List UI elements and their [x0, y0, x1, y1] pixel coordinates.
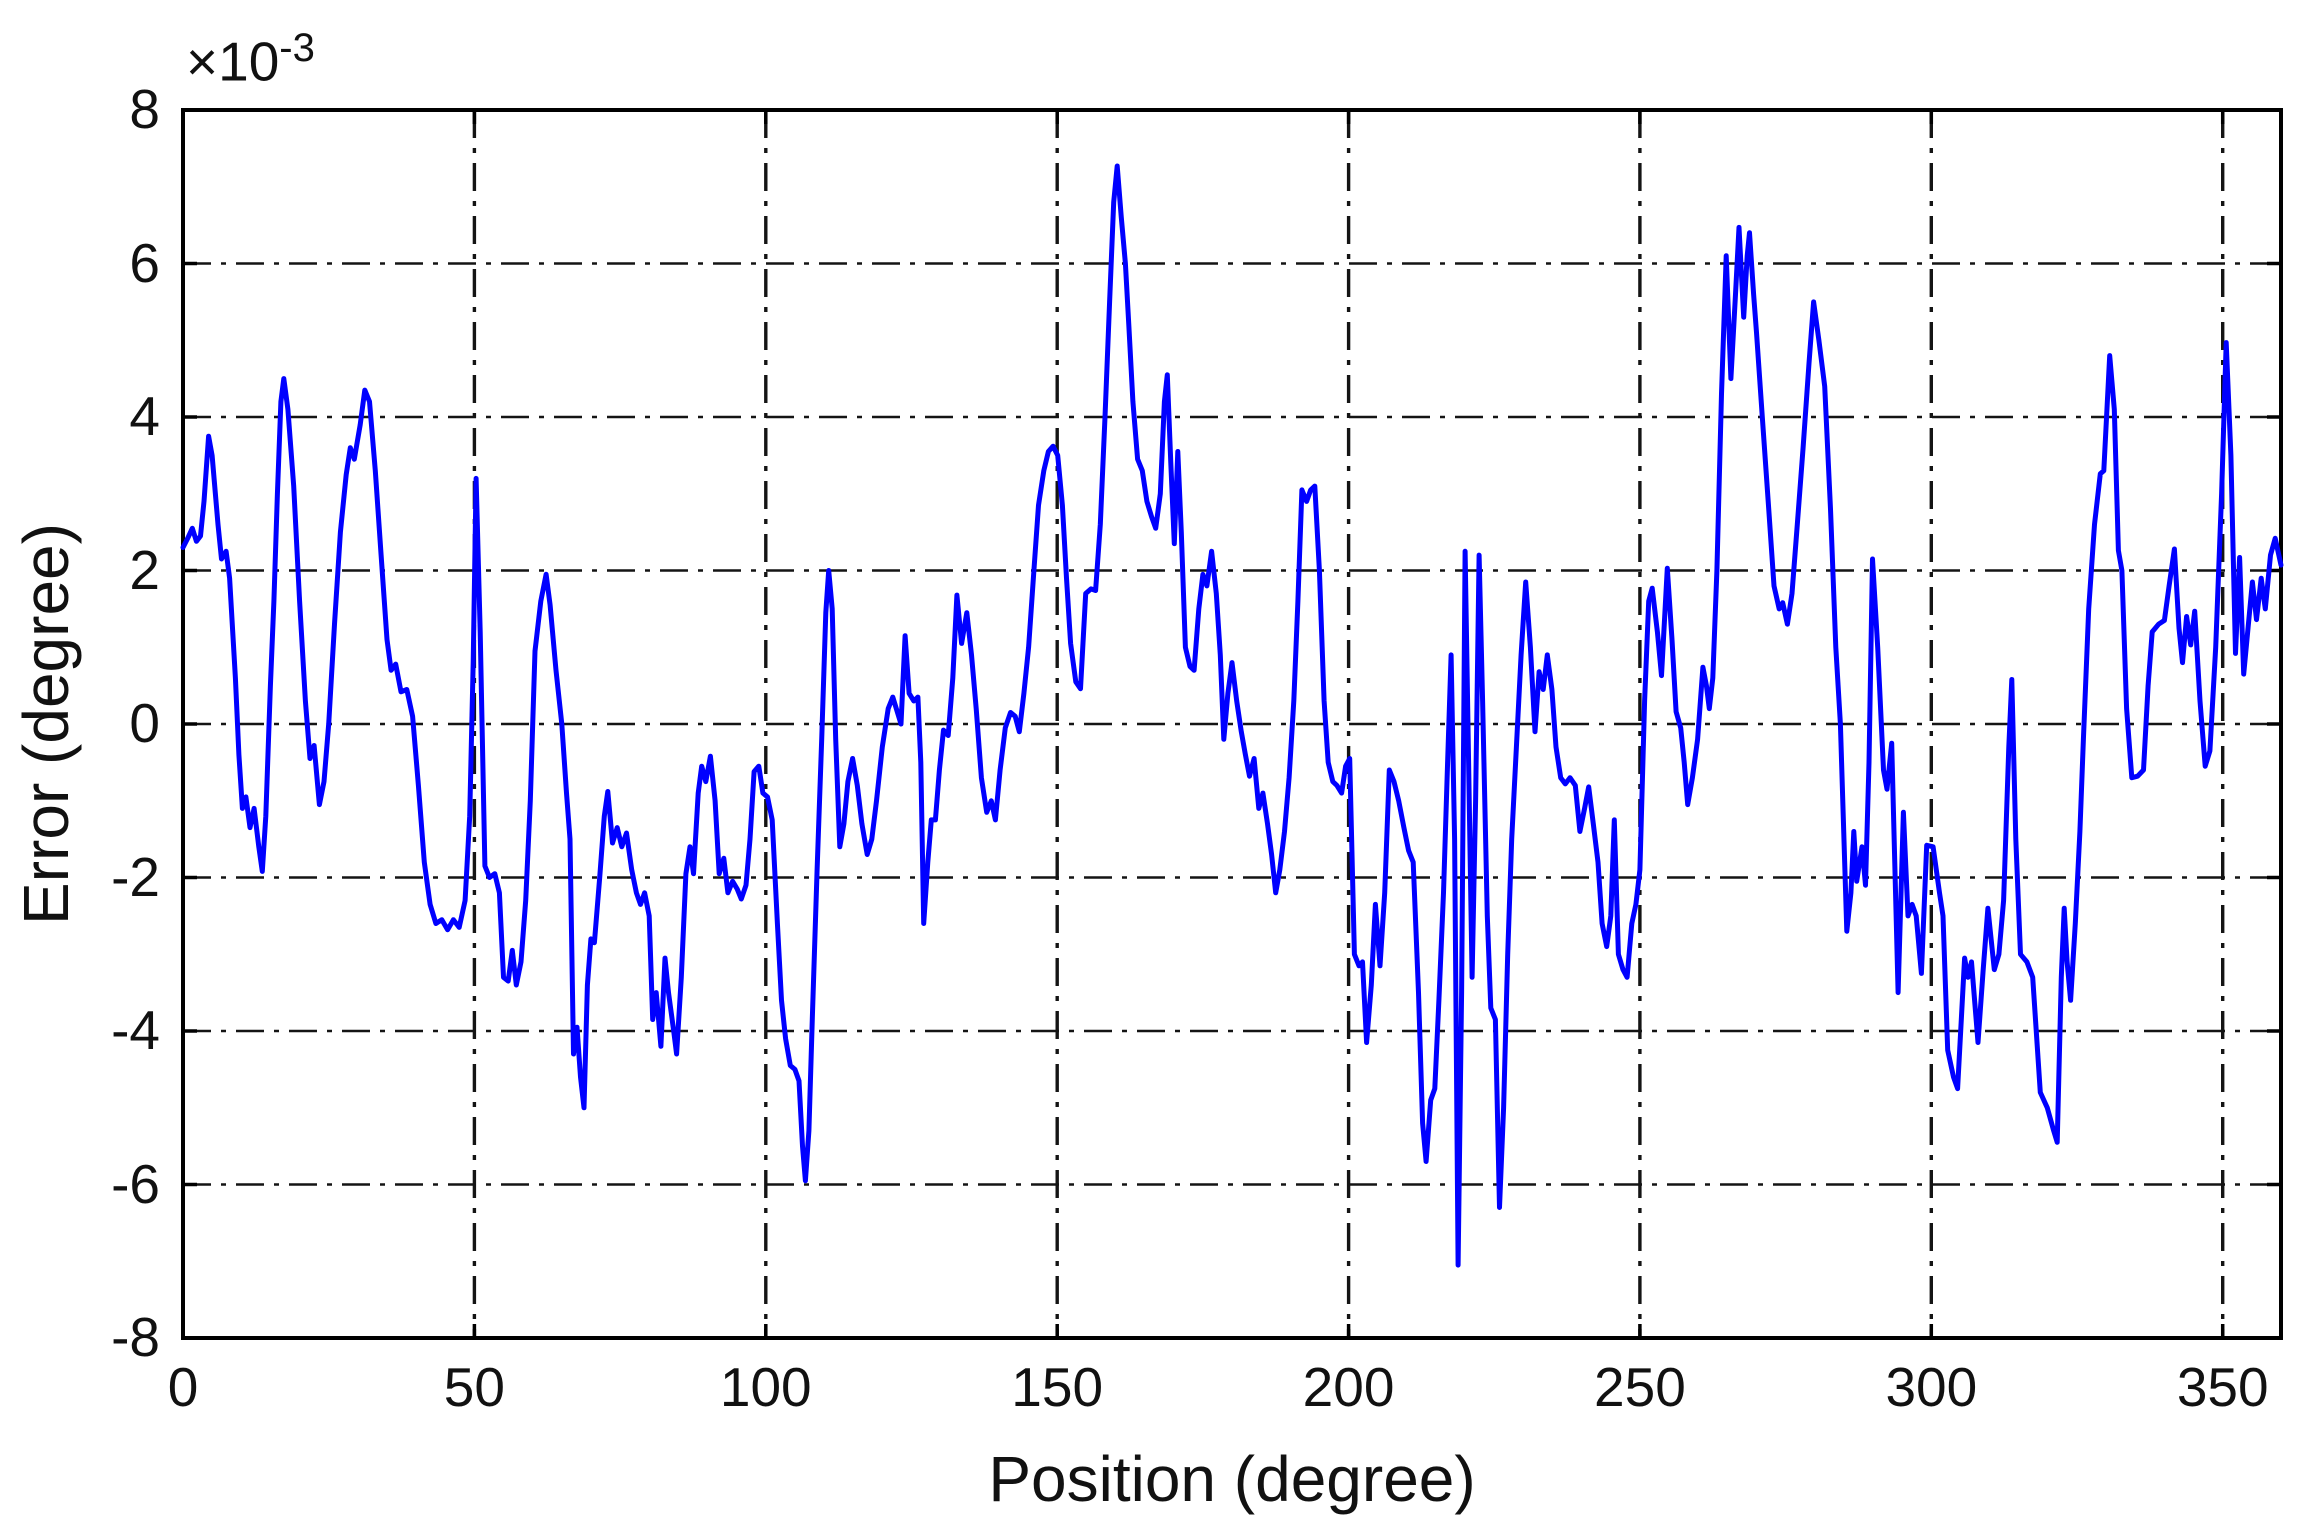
x-tick-label: 200 [1302, 1356, 1395, 1418]
x-tick-label: 0 [167, 1356, 199, 1418]
y-axis-label: Error (degree) [10, 523, 82, 925]
y-tick-label: -2 [111, 845, 160, 908]
x-tick-label: 250 [1594, 1356, 1686, 1418]
x-axis-label: Position (degree) [988, 1443, 1476, 1515]
multiplier-base: ×10 [186, 30, 280, 93]
y-tick-label: -8 [111, 1306, 160, 1368]
x-tick-label: 100 [719, 1356, 812, 1418]
y-axis-multiplier: ×10-3 [186, 26, 315, 93]
y-tick-label: 8 [129, 78, 160, 140]
x-tick-label: 300 [1885, 1356, 1978, 1418]
axes-border [181, 108, 2283, 1340]
y-tick-label: 2 [129, 538, 160, 601]
y-tick-label: 6 [129, 231, 160, 294]
x-tick-label: 150 [1011, 1356, 1104, 1418]
y-tick-label: -6 [111, 1152, 160, 1215]
x-tick-label: 50 [443, 1356, 505, 1418]
multiplier-exponent: -3 [279, 26, 315, 70]
y-tick-label: 0 [129, 692, 160, 754]
y-tick-label: 4 [129, 385, 160, 447]
y-tick-label: -4 [111, 999, 160, 1061]
position-error-line [180, 163, 2284, 1268]
x-tick-label: 350 [2176, 1356, 2269, 1418]
